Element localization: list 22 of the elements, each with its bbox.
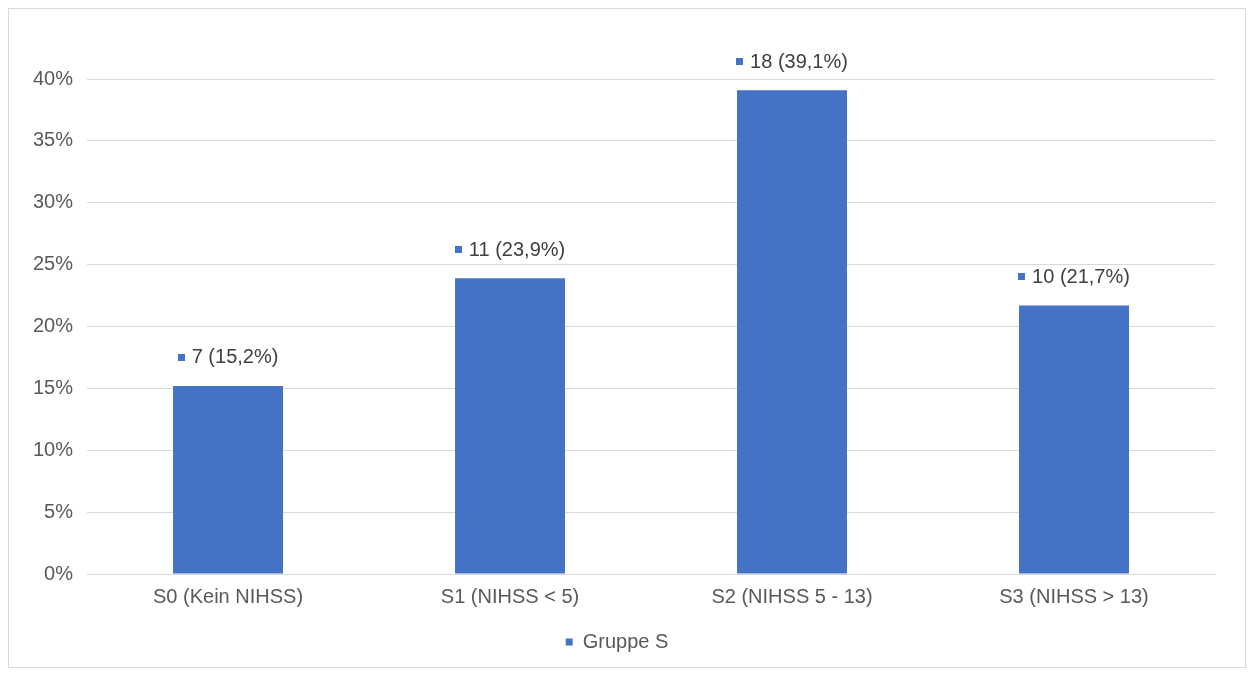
data-label: 11 (23,9%)	[468, 237, 566, 260]
y-tick-label: 15%	[33, 375, 74, 398]
y-tick-label: 0%	[44, 561, 74, 584]
y-tick-label: 40%	[33, 66, 74, 89]
y-tick-label: 25%	[33, 252, 74, 275]
legend-label: Gruppe S	[582, 629, 669, 652]
x-tick-label: S1 (NIHSS < 5)	[440, 584, 580, 607]
data-label: 18 (39,1%)	[750, 49, 848, 72]
y-tick-label: 20%	[33, 314, 74, 337]
y-tick-label: 30%	[33, 190, 74, 213]
bar	[173, 385, 284, 574]
y-tick-label: 10%	[33, 437, 74, 460]
x-tick-label: S0 (Kein NIHSS)	[152, 584, 304, 607]
x-tick-label: S3 (NIHSS > 13)	[999, 584, 1149, 607]
y-tick-label: 35%	[33, 128, 74, 151]
data-label: 10 (21,7%)	[1032, 264, 1130, 287]
bar	[455, 278, 566, 574]
data-label: 7 (15,2%)	[191, 345, 279, 368]
x-tick-label: S2 (NIHSS 5 - 13)	[711, 584, 873, 607]
bar	[737, 90, 847, 574]
y-tick-label: 5%	[44, 499, 74, 522]
bar	[1019, 305, 1129, 574]
